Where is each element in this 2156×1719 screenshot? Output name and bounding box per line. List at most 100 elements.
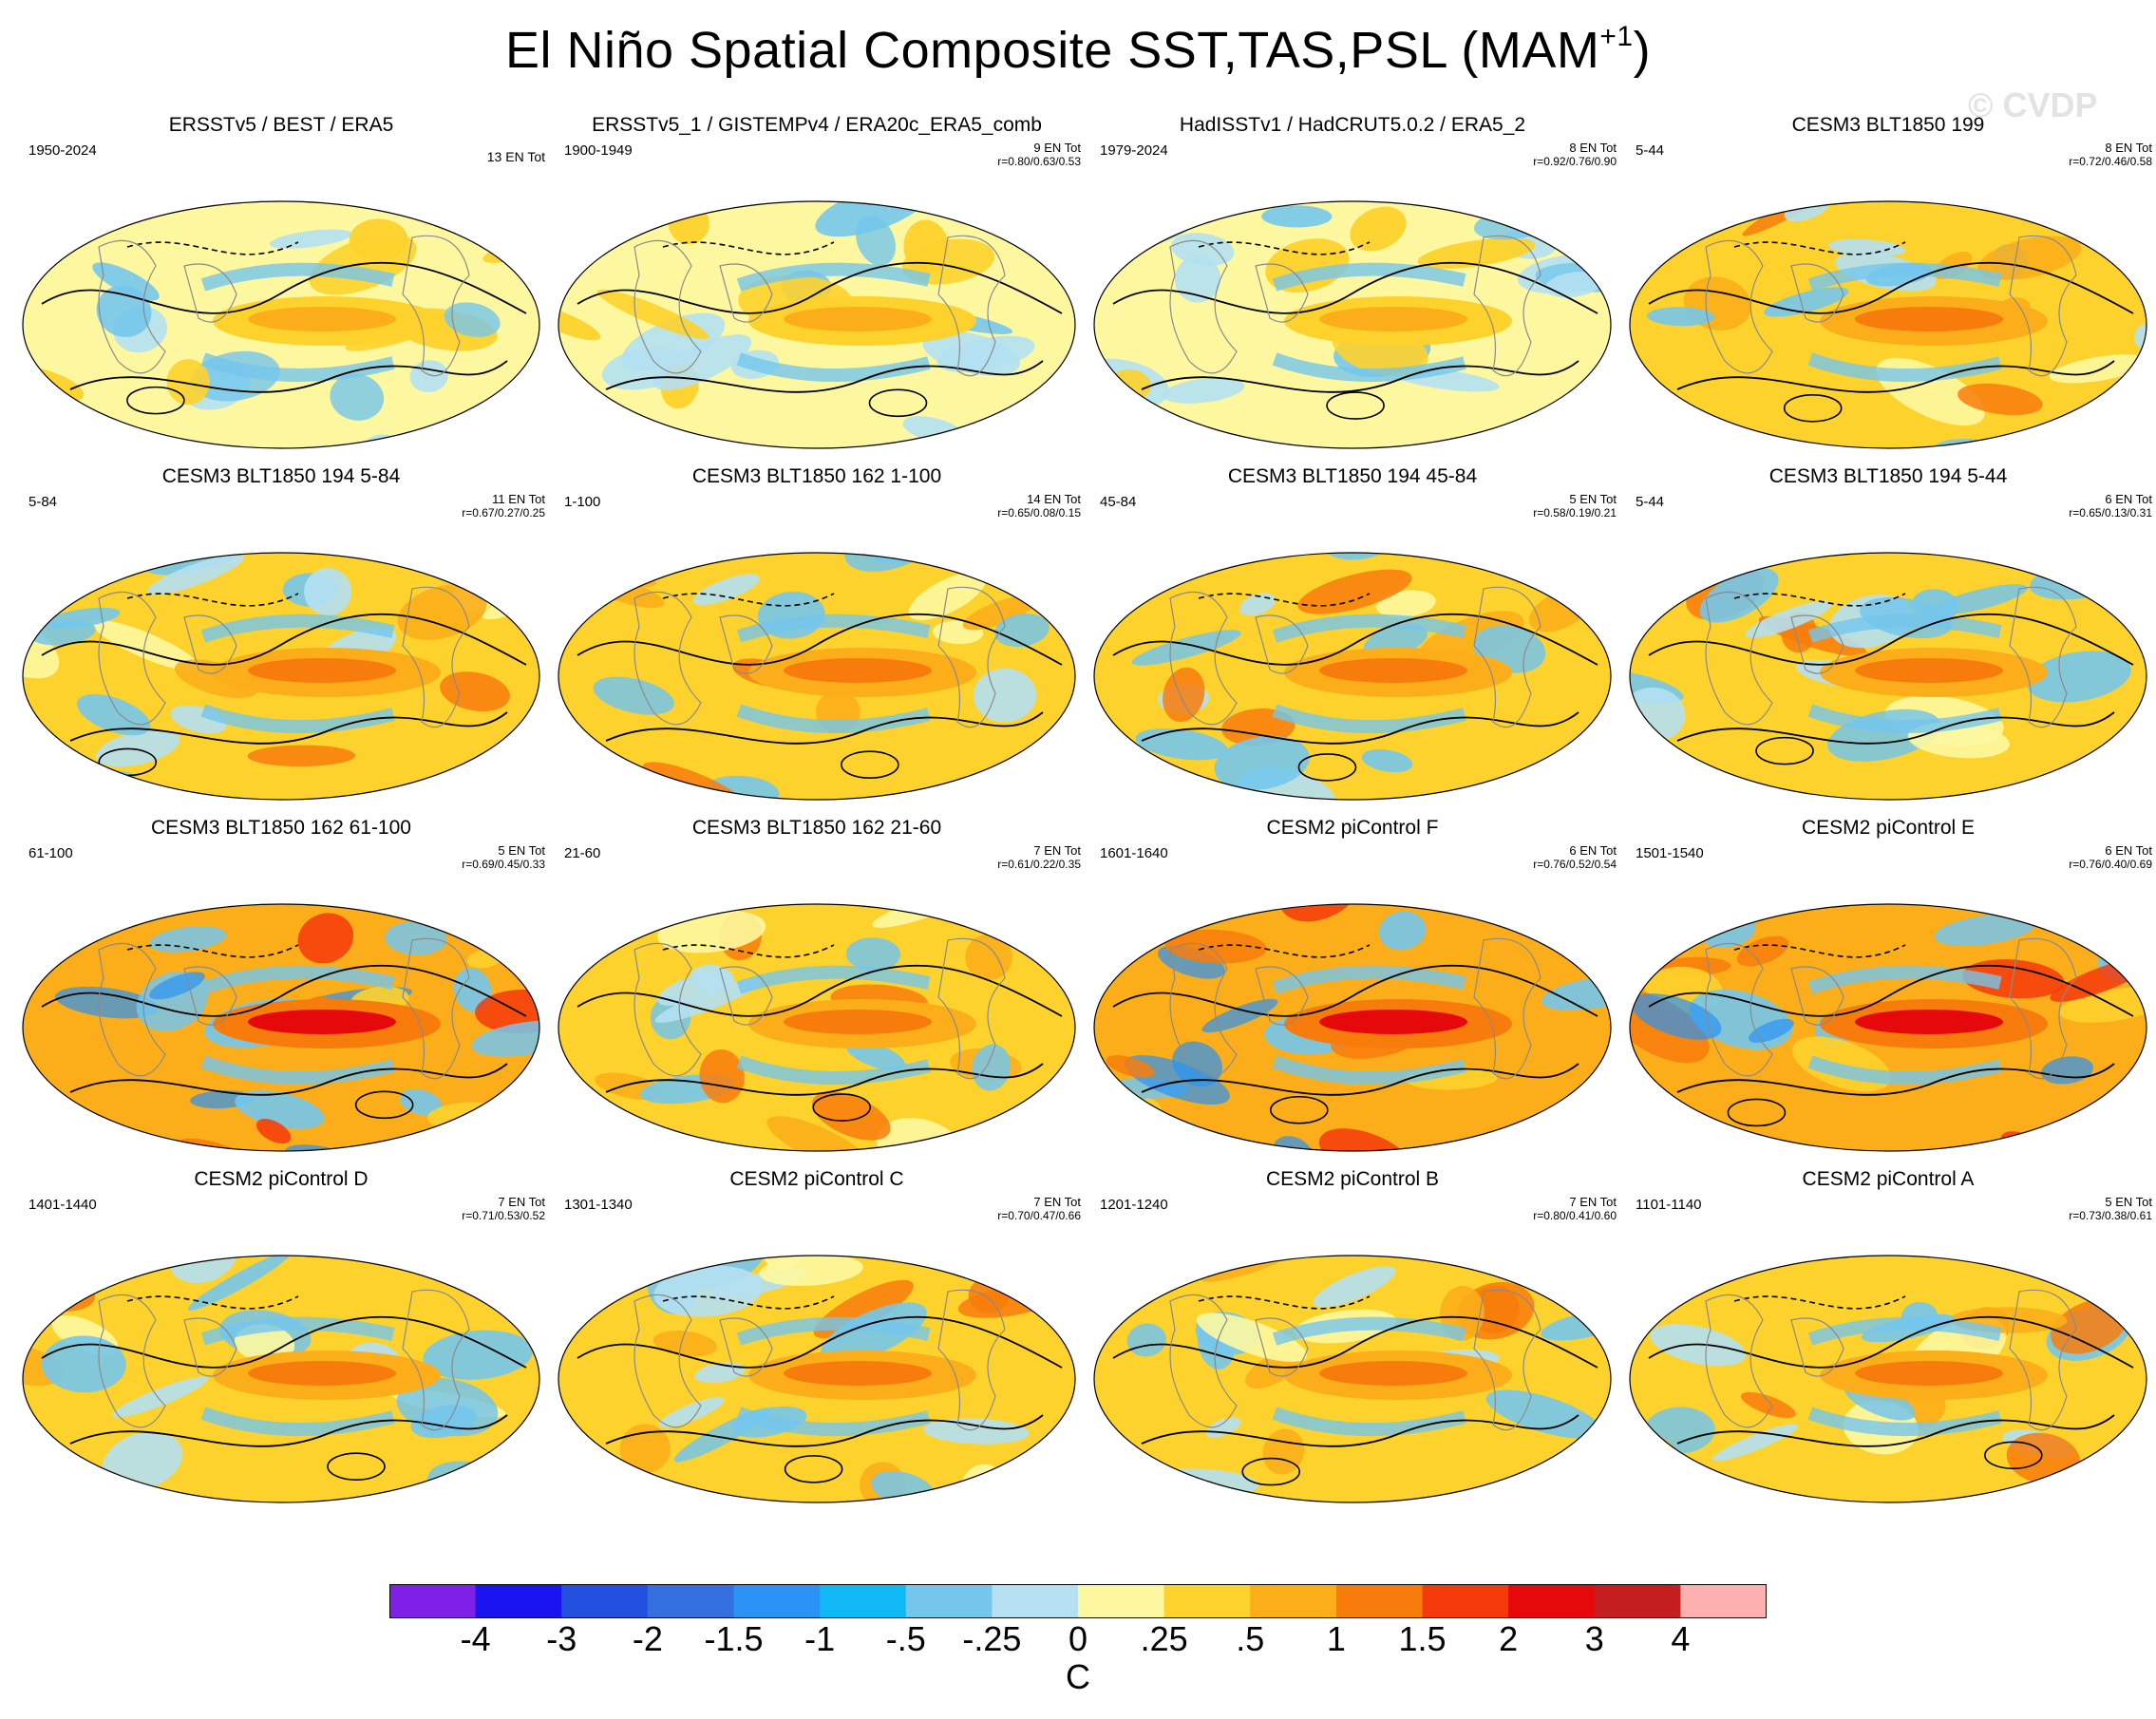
psl-contour-negative [1733, 944, 1906, 958]
psl-contour-negative [1198, 1295, 1371, 1310]
psl-contour [1141, 711, 1579, 745]
map-border [1629, 200, 2147, 449]
map-border [558, 1255, 1076, 1503]
anomaly-patch [13, 616, 14, 697]
panel-title: CESM2 piControl F [1266, 817, 1439, 839]
panel-event-count: 5 EN Tot [2105, 1195, 2152, 1209]
anomaly-patch [1268, 138, 1337, 192]
panel-title: CESM2 piControl B [1265, 1168, 1440, 1190]
psl-contour-negative [126, 944, 299, 958]
cool-flank-north [1807, 262, 2002, 292]
map-panel: CESM2 piControl D 1401-1440 7 EN Tot r=0.71… [13, 1168, 549, 1521]
panel-years: 1401-1440 [28, 1197, 97, 1213]
psl-contour-closed [1326, 391, 1385, 420]
psl-contour [69, 360, 508, 393]
anomaly-patch [247, 745, 356, 766]
anomaly-patch [185, 1150, 258, 1170]
coastline [1790, 263, 1844, 323]
panel-map [22, 903, 540, 1170]
panel-map [558, 903, 1076, 1152]
psl-contour [41, 1315, 527, 1369]
coastline [1169, 239, 1238, 374]
psl-contour [1648, 964, 2134, 1017]
coastline [1255, 966, 1309, 1026]
psl-contour-closed [1755, 736, 1814, 765]
panel-years: 1-100 [564, 494, 601, 510]
map-border [22, 552, 540, 801]
panel-years: 5-44 [1636, 142, 1665, 159]
coastline [1473, 235, 1541, 377]
anomaly-patch [1163, 667, 1205, 723]
map-panel-grid: ERSSTv5 / BEST / ERA5 1950-2024 13 EN Tot E… [13, 114, 2156, 1521]
anomaly-patch [1937, 835, 2004, 902]
anomaly-patch [397, 584, 487, 640]
panel-map [1629, 552, 2147, 801]
panel-event-count: 8 EN Tot [1569, 141, 1617, 155]
map-panel: CESM3 BLT1850 194 5-44 5-44 6 EN Tot r=0.65… [1620, 465, 2156, 819]
anomaly-patch [2017, 840, 2099, 914]
colorbar-tick-label: -.25 [962, 1619, 1022, 1658]
panel-map [13, 552, 540, 801]
colorbar-box [389, 1584, 477, 1618]
map-panel: ERSSTv5_1 / GISTEMPv4 / ERA20c_ERA5_comb… [549, 114, 1085, 467]
panel-title: ERSSTv5 / BEST / ERA5 [168, 114, 394, 136]
coastline [1473, 586, 1541, 728]
map-border [22, 200, 540, 449]
panel-pattern-correlation: r=0.65/0.13/0.31 [2069, 506, 2152, 519]
coastline [98, 591, 166, 726]
coastline [2009, 235, 2077, 377]
psl-contour-negative [1198, 944, 1371, 958]
anomaly-patch [1680, 443, 1778, 467]
anomaly-patch [571, 1112, 606, 1139]
anomaly-patch [1135, 727, 1228, 761]
enso-warm-core [248, 307, 396, 331]
psl-contour [1676, 360, 2115, 393]
anomaly-patch [1630, 1426, 1637, 1474]
coastline [1169, 942, 1238, 1077]
map-panel: ERSSTv5 / BEST / ERA5 1950-2024 13 EN Tot [13, 114, 549, 467]
colorbar-tick-label: .25 [1140, 1619, 1188, 1658]
colorbar-tick-label: -.5 [885, 1619, 926, 1658]
coastline [2009, 1289, 2077, 1431]
coastline [937, 586, 1006, 728]
anomaly-patch [1977, 236, 2082, 280]
anomaly-patch [255, 1119, 292, 1144]
colorbar-tick-label: 1 [1326, 1619, 1346, 1658]
panel-map [558, 1255, 1076, 1503]
map-panel: CESM3 BLT1850 194 5-84 5-84 11 EN Tot r=0.6… [13, 465, 549, 819]
panel-pattern-correlation: r=0.71/0.53/0.52 [462, 1209, 545, 1222]
psl-contour-closed [784, 1455, 843, 1483]
panel-years: 45-84 [1100, 494, 1137, 510]
enso-warm-core [784, 658, 932, 683]
psl-contour [1141, 360, 1579, 393]
panel-pattern-correlation: r=0.80/0.41/0.60 [1533, 1209, 1617, 1222]
coastline [1790, 614, 1844, 674]
panel-years: 1979-2024 [1100, 142, 1168, 159]
coastline [402, 937, 470, 1080]
anomaly-patch [166, 359, 210, 406]
anomaly-patch [102, 1431, 183, 1491]
anomaly-patch [112, 1376, 209, 1418]
anomaly-patch [1541, 975, 1611, 1011]
cool-flank-north [200, 1316, 395, 1346]
map-panel: CESM2 piControl B 1201-1240 7 EN Tot r=0.80… [1085, 1168, 1620, 1521]
anomaly-patch [1019, 201, 1075, 213]
map-border [1629, 552, 2147, 801]
cool-flank-north [736, 262, 931, 292]
anomaly-patch [558, 304, 601, 341]
colorbar-tick-label: 2 [1499, 1619, 1519, 1658]
anomaly-patch [1736, 935, 1789, 967]
coastline [1705, 239, 1773, 374]
anomaly-patch [482, 226, 539, 263]
coastline [402, 1289, 470, 1431]
psl-contour [605, 1063, 1044, 1096]
panel-map [1629, 200, 2147, 467]
coastline [2009, 937, 2077, 1080]
anomaly-patch [92, 262, 160, 301]
anomaly-patch [1162, 377, 1245, 404]
panel-map [1093, 903, 1612, 1152]
anomaly-patch [385, 921, 447, 955]
cool-flank-north [200, 614, 395, 643]
colorbar-frame [389, 1584, 1767, 1618]
anomaly-patch [1174, 255, 1221, 303]
